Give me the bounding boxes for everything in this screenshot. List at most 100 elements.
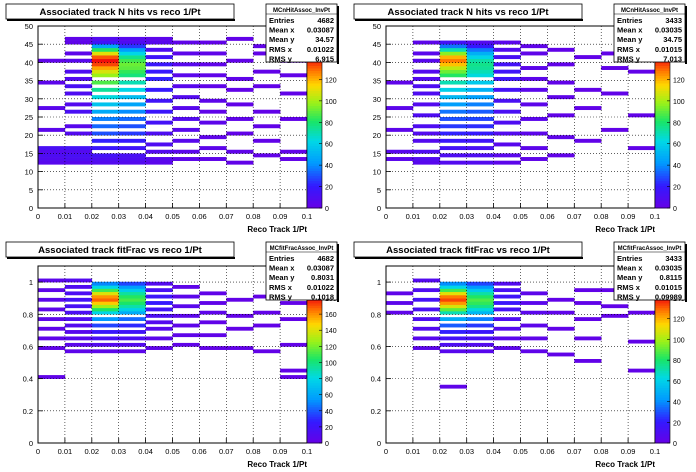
color-scale-label: 20 <box>325 185 333 192</box>
histogram-cell <box>466 330 494 334</box>
histogram-cell <box>520 301 548 305</box>
histogram-cell <box>493 160 521 165</box>
color-scale-step <box>307 185 322 189</box>
stats-shadow <box>337 244 339 302</box>
histogram-cell <box>439 291 467 296</box>
color-scale-step <box>655 353 670 357</box>
histogram-cell <box>520 76 548 81</box>
histogram-cell <box>91 342 119 347</box>
histogram-cell <box>439 317 467 322</box>
color-scale-step <box>307 90 322 94</box>
histogram-cell <box>38 346 66 350</box>
histogram-cell <box>412 326 441 331</box>
color-scale-step <box>307 348 322 352</box>
histogram-cell <box>91 310 119 315</box>
histogram-cell <box>386 301 414 305</box>
color-scale-step <box>655 78 670 81</box>
histogram-cell <box>64 297 93 302</box>
histogram-cell <box>547 326 575 331</box>
color-scale-step <box>655 68 670 71</box>
color-scale-step <box>655 435 670 439</box>
color-scale-step <box>307 392 322 396</box>
color-scale-step <box>307 426 322 429</box>
color-scale-step <box>307 93 322 96</box>
x-axis-label: Reco Track 1/Pt <box>247 460 307 469</box>
histogram-cell <box>412 76 441 81</box>
histogram-cell <box>199 62 227 67</box>
y-tick-label: 45 <box>373 40 381 49</box>
color-scale-step <box>307 385 322 388</box>
color-scale-step <box>307 130 322 134</box>
color-scale-step <box>655 426 670 429</box>
histogram-cell <box>439 47 467 52</box>
color-scale-step <box>655 110 670 114</box>
histogram-cell <box>199 51 227 56</box>
color-scale-step <box>307 68 322 71</box>
stats-key: RMS x <box>269 45 293 54</box>
x-tick-label: 0.03 <box>459 447 474 456</box>
histogram-cell <box>118 349 146 354</box>
histogram-cell <box>439 310 467 315</box>
y-tick-label: 0.4 <box>371 375 381 384</box>
color-scale-step <box>307 375 322 379</box>
histogram-cell <box>601 313 629 318</box>
histogram-cell <box>118 109 146 114</box>
color-scale-step <box>655 351 670 355</box>
color-scale-step <box>655 324 670 328</box>
histogram-cell <box>493 55 521 60</box>
histogram-cell <box>520 131 548 136</box>
histogram-cell <box>466 336 494 341</box>
histogram-cell <box>439 330 467 334</box>
color-scale-step <box>655 98 670 101</box>
color-scale-step <box>307 360 322 364</box>
histogram-cell <box>493 109 521 114</box>
histogram-cell <box>547 352 575 357</box>
color-scale-step <box>655 133 670 136</box>
histogram-cell <box>226 297 254 302</box>
histogram-cell <box>199 40 227 45</box>
color-scale-step <box>307 406 322 410</box>
color-scale-step <box>655 173 670 176</box>
color-scale-step <box>655 135 670 139</box>
histogram-cell <box>118 297 146 302</box>
histogram-cell <box>386 157 414 161</box>
color-scale-step <box>307 113 322 116</box>
color-scale-step <box>307 190 322 194</box>
color-scale-step <box>655 160 670 164</box>
histogram-cell <box>64 36 93 41</box>
stats-key: Entries <box>617 254 642 263</box>
histogram-cell <box>64 342 93 347</box>
histogram-cell <box>439 301 467 305</box>
histogram-cell <box>412 346 441 350</box>
color-scale-step <box>307 135 322 139</box>
histogram-cell <box>439 297 467 302</box>
histogram-cell <box>520 291 548 296</box>
color-scale-step <box>307 75 322 79</box>
x-tick-label: 0.01 <box>406 447 421 456</box>
color-scale-step <box>655 421 670 425</box>
color-scale-step <box>307 168 322 171</box>
stats-shadow <box>685 244 687 302</box>
color-scale-step <box>307 336 322 340</box>
color-scale-step <box>307 370 322 374</box>
histogram-cell <box>64 102 93 107</box>
histogram-cell <box>199 84 227 89</box>
histogram-cell <box>64 157 93 161</box>
histogram-cell <box>91 301 119 305</box>
histogram-cell <box>493 294 521 299</box>
color-scale-step <box>307 178 322 181</box>
color-scale-step <box>307 421 322 425</box>
color-scale-label: 100 <box>673 337 685 344</box>
color-scale-step <box>307 409 322 413</box>
color-scale-step <box>307 153 322 156</box>
stats-key: RMS x <box>617 45 641 54</box>
histogram-cell <box>439 323 467 328</box>
color-scale-step <box>655 200 670 204</box>
y-tick-label: 10 <box>25 168 33 177</box>
histogram-cell <box>64 76 93 81</box>
histogram-cell <box>466 87 494 92</box>
y-tick-label: 0.8 <box>371 310 381 319</box>
histogram-cell <box>493 76 521 81</box>
y-tick-label: 1 <box>29 278 33 287</box>
